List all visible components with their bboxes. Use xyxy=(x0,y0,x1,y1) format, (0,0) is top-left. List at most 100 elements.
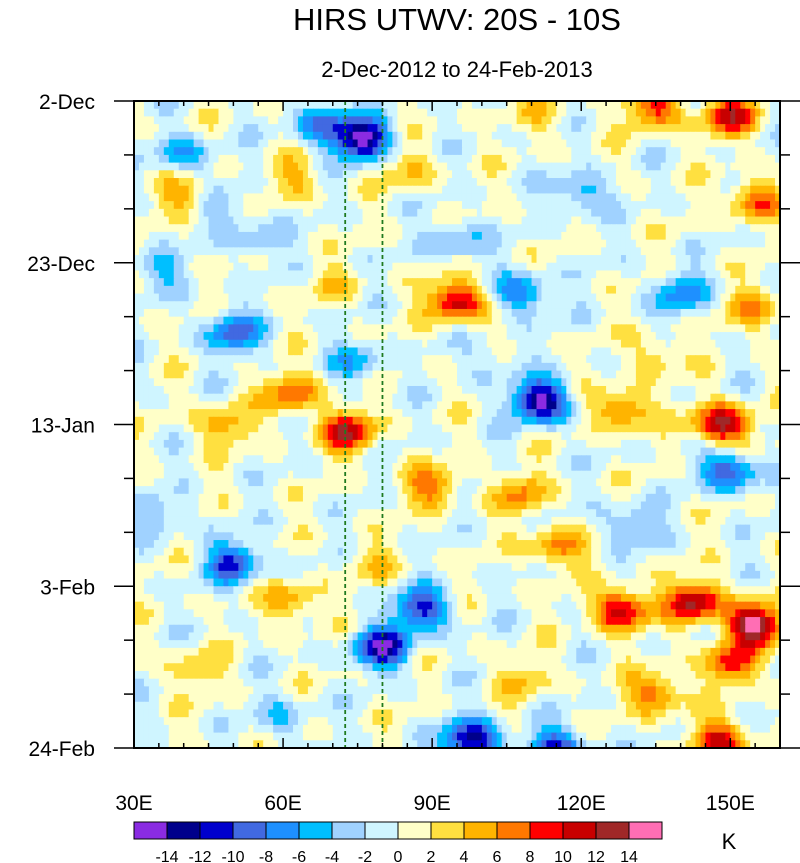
heatmap-cell xyxy=(670,108,677,117)
heatmap-cell xyxy=(143,185,150,195)
heatmap-cell xyxy=(551,362,557,372)
heatmap-cell xyxy=(322,301,329,310)
heatmap-cell xyxy=(332,131,339,141)
heatmap-cell xyxy=(148,278,155,287)
heatmap-cell xyxy=(138,355,145,364)
heatmap-cell xyxy=(198,208,205,218)
heatmap-cell xyxy=(248,247,254,256)
heatmap-cell xyxy=(680,154,687,164)
heatmap-cell xyxy=(273,193,279,202)
heatmap-cell xyxy=(516,178,523,187)
heatmap-cell xyxy=(481,208,488,218)
heatmap-cell xyxy=(417,285,423,295)
heatmap-cell xyxy=(223,101,230,110)
heatmap-cell xyxy=(690,278,697,287)
heatmap-cell xyxy=(297,208,304,218)
heatmap-cell xyxy=(442,108,448,117)
heatmap-cell xyxy=(556,239,562,248)
heatmap-cell xyxy=(268,385,274,395)
heatmap-cell xyxy=(596,332,602,341)
heatmap-cell xyxy=(660,255,667,264)
heatmap-cell xyxy=(402,370,408,379)
heatmap-cell xyxy=(625,262,632,272)
heatmap-cell xyxy=(571,355,577,364)
heatmap-cell xyxy=(372,308,379,318)
heatmap-cell xyxy=(372,332,379,341)
heatmap-cell xyxy=(233,208,239,218)
heatmap-cell xyxy=(466,108,473,117)
heatmap-cell xyxy=(650,139,657,148)
heatmap-cell xyxy=(655,347,662,356)
heatmap-cell xyxy=(263,393,269,402)
heatmap-cell xyxy=(322,385,329,395)
heatmap-cell xyxy=(700,224,707,233)
heatmap-cell xyxy=(163,131,170,141)
heatmap-cell xyxy=(228,154,234,164)
heatmap-cell xyxy=(770,285,776,295)
heatmap-cell xyxy=(650,231,657,241)
heatmap-cell xyxy=(417,316,423,325)
heatmap-cell xyxy=(317,154,324,164)
heatmap-cell xyxy=(725,339,731,349)
heatmap-cell xyxy=(541,116,548,125)
heatmap-cell xyxy=(630,239,637,248)
heatmap-cell xyxy=(233,355,239,364)
heatmap-cell xyxy=(461,362,468,372)
heatmap-cell xyxy=(541,108,548,117)
heatmap-cell xyxy=(307,131,314,141)
heatmap-cell xyxy=(457,308,463,318)
heatmap-cell xyxy=(447,301,453,310)
heatmap-cell xyxy=(203,347,210,356)
heatmap-cell xyxy=(635,293,642,302)
heatmap-cell xyxy=(725,216,731,225)
heatmap-cell xyxy=(700,247,707,256)
heatmap-cell xyxy=(417,201,423,210)
heatmap-cell xyxy=(700,262,707,272)
heatmap-cell xyxy=(630,293,637,302)
heatmap-cell xyxy=(283,316,289,325)
heatmap-cell xyxy=(630,208,637,218)
heatmap-cell xyxy=(625,147,632,156)
heatmap-cell xyxy=(223,385,230,395)
heatmap-cell xyxy=(740,301,746,310)
heatmap-cell xyxy=(591,162,597,171)
heatmap-cell xyxy=(437,301,443,310)
heatmap-cell xyxy=(173,293,180,302)
heatmap-cell xyxy=(561,247,567,256)
heatmap-cell xyxy=(243,316,249,325)
heatmap-cell xyxy=(377,308,384,318)
heatmap-cell xyxy=(770,239,776,248)
heatmap-cell xyxy=(511,332,518,341)
heatmap-cell xyxy=(208,239,215,248)
heatmap-cell xyxy=(476,285,483,295)
heatmap-cell xyxy=(153,293,160,302)
heatmap-cell xyxy=(521,378,528,387)
heatmap-cell xyxy=(347,108,354,117)
heatmap-cell xyxy=(635,216,642,225)
heatmap-cell xyxy=(173,308,180,318)
heatmap-cell xyxy=(705,270,712,279)
heatmap-cell xyxy=(765,208,771,218)
heatmap-cell xyxy=(258,208,264,218)
heatmap-cell xyxy=(273,293,279,302)
heatmap-cell xyxy=(740,178,746,187)
heatmap-cell xyxy=(407,139,413,148)
heatmap-cell xyxy=(645,116,652,125)
heatmap-cell xyxy=(402,339,408,349)
heatmap-cell xyxy=(213,154,220,164)
heatmap-cell xyxy=(268,154,274,164)
heatmap-cell xyxy=(735,208,741,218)
heatmap-cell xyxy=(616,170,622,179)
heatmap-cell xyxy=(442,224,448,233)
heatmap-cell xyxy=(447,224,453,233)
heatmap-cell xyxy=(178,262,185,272)
heatmap-cell xyxy=(476,124,483,133)
heatmap-cell xyxy=(650,162,657,171)
heatmap-cell xyxy=(367,255,374,264)
heatmap-cell xyxy=(158,355,165,364)
heatmap-cell xyxy=(283,101,289,110)
heatmap-cell xyxy=(616,347,622,356)
heatmap-cell xyxy=(660,308,667,318)
heatmap-cell xyxy=(327,278,334,287)
heatmap-cell xyxy=(432,178,438,187)
